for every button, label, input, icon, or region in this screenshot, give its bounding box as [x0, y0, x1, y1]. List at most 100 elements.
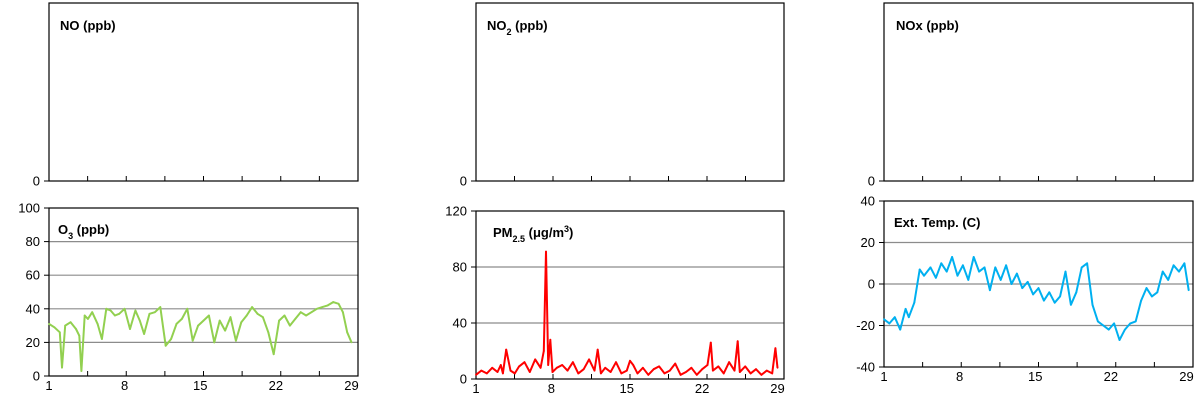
data-point: [620, 372, 623, 375]
data-point: [78, 334, 81, 337]
data-point: [1053, 301, 1056, 304]
data-point: [774, 347, 777, 350]
data-point: [475, 373, 477, 376]
data-point: [978, 270, 980, 273]
chart-panel-3: 0 NOx (ppb): [868, 2, 1194, 189]
data-point: [86, 317, 89, 320]
data-point: [1026, 281, 1029, 283]
data-point: [118, 312, 121, 315]
data-point: [1113, 322, 1116, 325]
data-point: [561, 364, 564, 366]
data-point: [262, 316, 264, 319]
data-point: [572, 361, 574, 364]
data-point: [175, 323, 178, 325]
data-point: [961, 264, 964, 267]
data-point: [502, 372, 504, 375]
data-point: [717, 365, 720, 368]
data-point: [61, 366, 63, 369]
data-point: [749, 372, 752, 375]
data-point: [600, 372, 602, 375]
data-point: [91, 311, 94, 314]
data-point: [153, 311, 156, 314]
y-tick-label: 60: [26, 268, 40, 283]
y-tick-label: 40: [861, 194, 875, 209]
y-tick-label: 40: [453, 316, 467, 331]
data-point: [1091, 303, 1094, 306]
data-point: [58, 331, 61, 334]
data-point: [728, 361, 730, 364]
data-point: [888, 322, 891, 325]
x-tick-label: 22: [695, 381, 709, 396]
data-point: [582, 368, 585, 371]
y-tick-label: 20: [26, 335, 40, 350]
data-point: [907, 316, 910, 319]
x-tick-label: 22: [269, 378, 283, 393]
data-point: [722, 372, 725, 375]
data-point: [202, 319, 205, 322]
y-tick-label: 0: [460, 174, 467, 189]
data-point: [1167, 278, 1170, 281]
data-point: [294, 317, 297, 320]
data-point: [1032, 293, 1034, 296]
chart-panel-2: 0 NO2 (ppb): [460, 2, 785, 189]
data-point: [1064, 270, 1067, 273]
data-point: [1086, 262, 1089, 265]
y-tick-label: 0: [33, 174, 40, 189]
y-tick-label: 0: [460, 372, 467, 387]
y-tick-label: -20: [856, 318, 875, 333]
data-point: [1145, 287, 1148, 290]
data-point: [629, 359, 631, 362]
data-point: [326, 304, 329, 307]
chart-title: NOx (ppb): [896, 18, 959, 33]
chart-panel-1: 0 NO (ppb): [33, 2, 359, 189]
data-point: [690, 366, 693, 369]
data-point: [899, 328, 902, 331]
data-point: [1156, 291, 1159, 294]
data-point: [491, 366, 494, 369]
data-point: [509, 369, 512, 372]
data-point: [48, 323, 50, 325]
data-point: [1172, 264, 1175, 267]
data-point: [1187, 289, 1190, 292]
data-point: [940, 262, 943, 265]
data-point: [251, 306, 254, 309]
data-point: [1048, 291, 1051, 294]
data-point: [765, 369, 768, 372]
data-point: [480, 369, 483, 372]
data-point: [604, 366, 607, 369]
data-point: [523, 361, 526, 364]
data-point: [883, 318, 885, 321]
data-point: [539, 366, 542, 369]
data-point: [545, 250, 547, 253]
data-point: [738, 371, 741, 373]
data-point: [934, 276, 937, 279]
data-point: [706, 364, 709, 366]
data-point: [224, 329, 227, 332]
data-point: [218, 319, 221, 322]
data-point: [240, 321, 243, 324]
data-point: [596, 348, 599, 351]
data-point: [1129, 322, 1132, 325]
x-tick-label: 8: [121, 378, 128, 393]
data-point: [893, 316, 896, 319]
y-tick-label: 40: [26, 301, 40, 316]
y-tick-label: 80: [453, 260, 467, 275]
data-point: [332, 301, 335, 303]
data-point: [64, 324, 67, 327]
data-point: [138, 319, 141, 322]
data-point: [668, 369, 671, 372]
data-point: [555, 366, 558, 369]
data-point: [566, 369, 569, 372]
series-line: [883, 256, 1190, 341]
data-point: [929, 266, 932, 269]
data-point: [346, 331, 349, 334]
data-point: [744, 365, 747, 368]
data-point: [549, 338, 552, 341]
data-point: [999, 278, 1002, 281]
data-point: [615, 361, 617, 364]
chart-title: NO2 (ppb): [487, 18, 548, 37]
data-point: [1097, 320, 1099, 323]
data-point: [1124, 328, 1126, 331]
data-point: [918, 268, 921, 271]
